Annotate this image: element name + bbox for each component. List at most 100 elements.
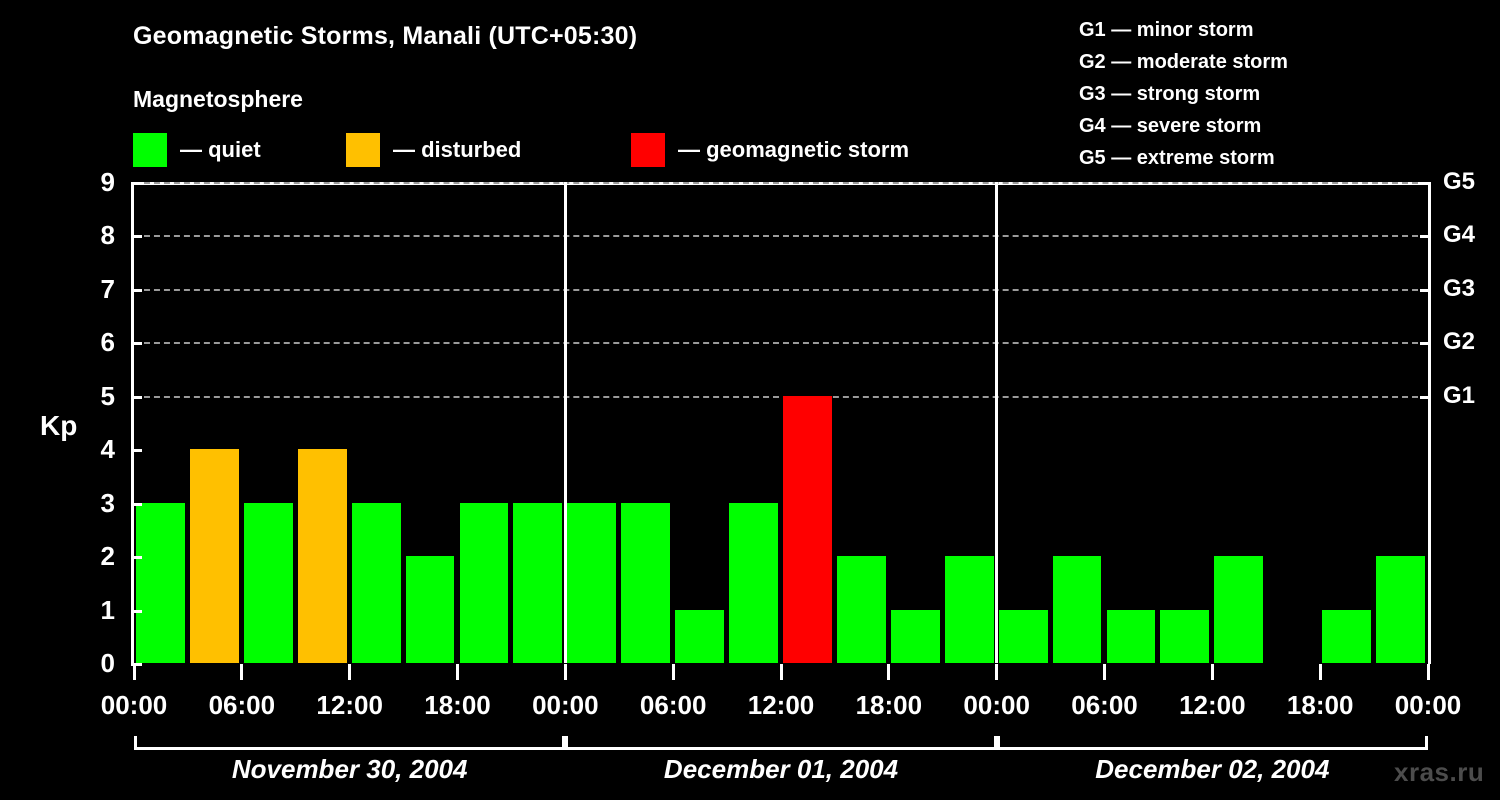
day-divider-2: [995, 182, 999, 663]
y-tick-label-1: 1: [100, 594, 115, 625]
gridline-kp-9: [134, 182, 1428, 184]
bar-quiet-6: [459, 502, 509, 663]
x-tick-label-4: 00:00: [532, 690, 599, 720]
bar-quiet-23: [1376, 556, 1425, 663]
y-tick-mark-1: [131, 609, 142, 613]
day-label-2: December 01, 2004: [663, 754, 899, 784]
g-tick-mark-G3: [1420, 288, 1431, 292]
y-axis-title: Kp: [40, 410, 78, 441]
legend-swatch-storm-icon: [631, 133, 665, 167]
bar-quiet-14: [890, 609, 940, 663]
g-legend-row-5: G5 — extreme storm: [1079, 147, 1275, 169]
day-label-1: November 30, 2004: [231, 754, 468, 784]
x-tick-mark-9: [1103, 664, 1106, 680]
bar-quiet-4: [351, 502, 401, 663]
x-tick-label-6: 12:00: [747, 690, 815, 720]
legend-label-quiet: — quiet: [180, 137, 261, 162]
x-tick-label-1: 06:00: [208, 690, 276, 720]
bar-quiet-10: [675, 609, 725, 663]
bar-quiet-7: [513, 502, 563, 663]
gridline-kp-5: [134, 395, 1428, 398]
legend-swatch-quiet-icon: [133, 133, 167, 167]
y-tick-mark-8: [131, 235, 142, 239]
x-tick-label-11: 18:00: [1286, 690, 1354, 720]
y-tick-mark-5: [131, 395, 142, 399]
legend-label-storm: — geomagnetic storm: [678, 137, 910, 162]
y-tick-label-5: 5: [100, 380, 115, 411]
watermark: xras.ru: [1394, 757, 1485, 787]
day-bracket-1: [134, 736, 566, 750]
y-axis-ticks: 0 1 2 3 4 5 6 7 8 9: [75, 0, 115, 800]
y-tick-label-7: 7: [100, 273, 115, 304]
legend-swatch-disturbed-icon: [346, 133, 380, 167]
g-axis-label-G3: G3: [1443, 274, 1476, 302]
x-tick-mark-11: [1318, 664, 1322, 680]
y-tick-label-6: 6: [100, 327, 115, 358]
bar-quiet-17: [1052, 556, 1102, 663]
g-tick-mark-G4: [1420, 235, 1431, 239]
y-tick-mark-4: [131, 449, 142, 453]
g-axis-label-G1: G1: [1443, 381, 1476, 409]
y-tick-mark-6: [131, 342, 142, 346]
plot-area: [134, 182, 1428, 663]
y-tick-mark-2: [131, 556, 142, 560]
x-tick-mark-0: [132, 664, 136, 680]
x-tick-mark-7: [887, 664, 891, 680]
bar-storm-12: [783, 395, 832, 663]
x-tick-mark-2: [348, 664, 352, 680]
y-tick-label-0: 0: [100, 648, 115, 678]
x-tick-label-8: 00:00: [963, 690, 1030, 720]
x-tick-mark-10: [1210, 664, 1214, 680]
bar-quiet-18: [1106, 609, 1156, 663]
legend-entry-quiet: — quiet: [133, 132, 261, 168]
x-tick-mark-8: [995, 664, 999, 680]
bar-quiet-8: [567, 502, 617, 663]
g-legend-row-2: G2 — moderate storm: [1079, 51, 1288, 73]
y-tick-label-8: 8: [100, 220, 115, 251]
legend-entry-disturbed: — disturbed: [346, 132, 521, 168]
g-tick-mark-G2: [1420, 342, 1431, 346]
legend-entry-storm: — geomagnetic storm: [631, 132, 909, 168]
y-tick-label-4: 4: [100, 434, 115, 465]
bar-quiet-22: [1322, 609, 1372, 663]
gridline-kp-6: [134, 342, 1428, 345]
y-tick-mark-9: [131, 182, 142, 185]
g-scale-legend: G1 — minor storm G2 — moderate storm G3 — …: [1079, 14, 1288, 174]
x-tick-label-10: 12:00: [1179, 690, 1246, 720]
g-tick-mark-G1: [1420, 395, 1431, 399]
bar-quiet-11: [729, 502, 778, 663]
y-tick-label-9: 9: [100, 167, 115, 197]
bar-quiet-20: [1214, 556, 1264, 663]
x-tick-label-9: 06:00: [1071, 690, 1138, 720]
x-tick-mark-5: [671, 664, 675, 680]
magnetosphere-label: Magnetosphere: [133, 86, 303, 112]
bar-quiet-0: [136, 502, 185, 663]
g-axis-label-G5: G5: [1443, 168, 1476, 195]
bar-quiet-9: [621, 502, 671, 663]
g-legend-row-1: G1 — minor storm: [1079, 19, 1254, 41]
bar-quiet-15: [944, 556, 994, 663]
day-bracket-2: [565, 736, 997, 750]
x-tick-label-3: 18:00: [424, 690, 491, 720]
bar-quiet-5: [405, 556, 455, 663]
x-tick-label-12: 00:00: [1394, 690, 1462, 720]
g-tick-mark-G5: [1420, 182, 1431, 185]
day-label-3: December 02, 2004: [1095, 754, 1330, 784]
y-tick-label-2: 2: [100, 541, 115, 572]
gridline-kp-8: [134, 235, 1428, 238]
x-tick-mark-3: [456, 664, 459, 680]
x-tick-mark-6: [779, 664, 783, 680]
y-tick-mark-0: [131, 663, 142, 666]
y-tick-mark-7: [131, 288, 142, 292]
gridline-kp-7: [134, 288, 1428, 291]
day-bracket-3: [996, 736, 1428, 750]
x-tick-label-0: 00:00: [100, 690, 168, 720]
page-title: Geomagnetic Storms, Manali (UTC+05:30): [133, 22, 638, 50]
bar-quiet-19: [1160, 609, 1210, 663]
bar-disturbed-3: [297, 449, 347, 663]
day-divider-1: [563, 182, 567, 663]
x-tick-label-5: 06:00: [639, 690, 707, 720]
bar-quiet-16: [998, 609, 1048, 663]
g-legend-row-3: G3 — strong storm: [1079, 83, 1261, 105]
y-tick-label-3: 3: [100, 487, 115, 518]
